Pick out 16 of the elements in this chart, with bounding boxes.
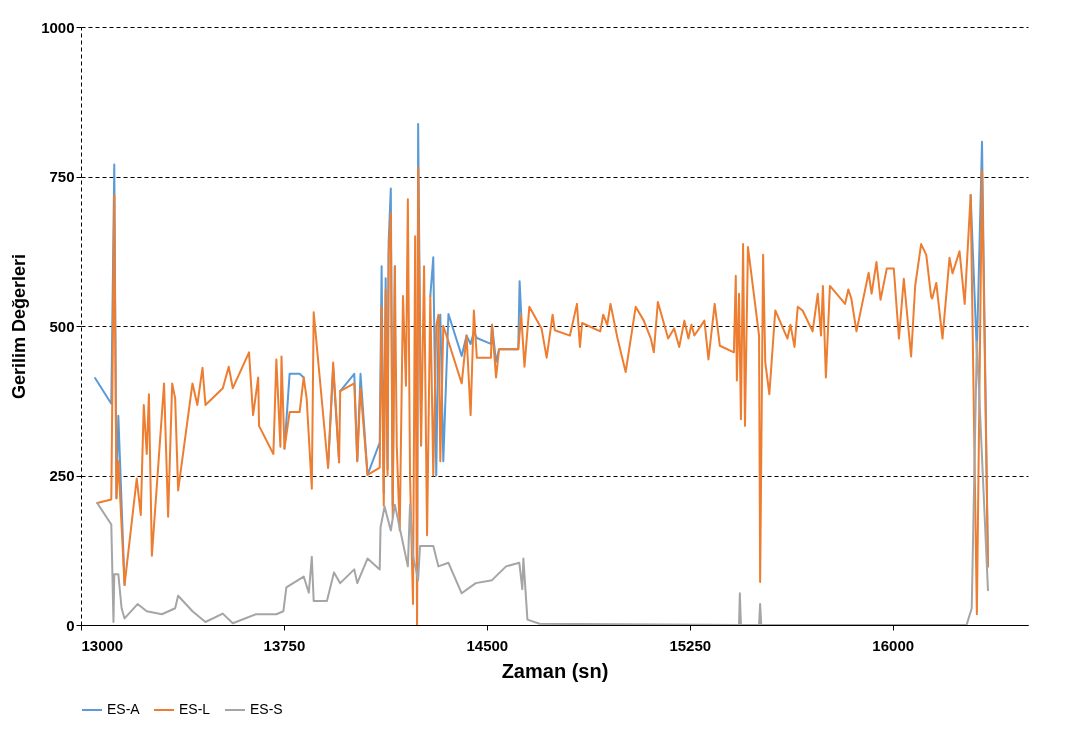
x-tick-label: 15250	[669, 636, 712, 654]
legend-label: ES-A	[107, 701, 141, 717]
legend-label: ES-L	[179, 701, 211, 717]
y-tick-label: 250	[49, 467, 75, 484]
x-tick-label: 14500	[466, 636, 509, 654]
x-tick-label: 13750	[263, 636, 306, 654]
y-tick-label: 750	[49, 168, 75, 185]
y-axis-title: Gerilim Değerleri	[9, 253, 30, 400]
y-tick-label: 0	[66, 616, 75, 634]
y-tick-label: 500	[49, 317, 75, 335]
line-series	[96, 340, 989, 625]
legend-label: ES-S	[250, 701, 283, 717]
x-axis-title: Zaman (sn)	[501, 659, 609, 682]
x-tick-label: 13000	[81, 636, 124, 654]
y-tick-label: 1000	[41, 18, 75, 36]
x-tick-label: 16000	[872, 636, 915, 654]
